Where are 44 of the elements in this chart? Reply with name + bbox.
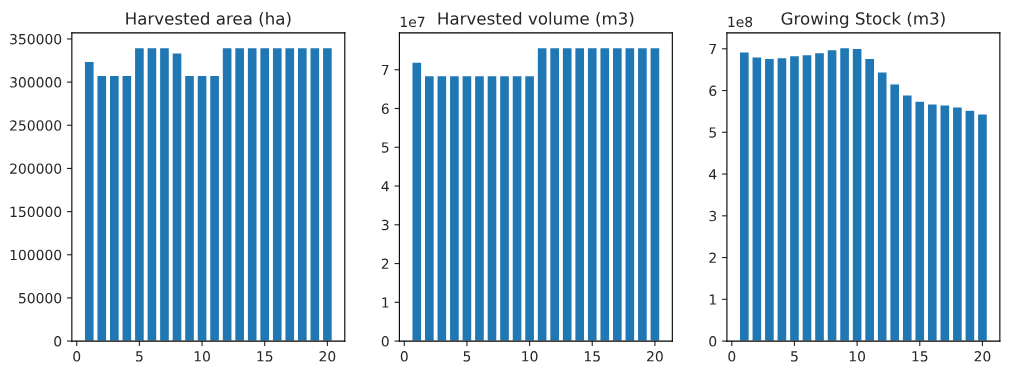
x-tick-label: 20 — [647, 351, 663, 362]
y-tick-label: 6 — [381, 103, 389, 114]
x-tick-label: 5 — [136, 351, 143, 362]
y-tick-label: 3 — [381, 219, 389, 231]
y-tick-label: 0 — [709, 336, 717, 347]
x-tick-label: 0 — [400, 351, 408, 362]
y-tick-label: 250000 — [10, 120, 62, 131]
y-tick-label: 6 — [709, 85, 717, 97]
text: 1e7 — [400, 16, 425, 28]
x-tick-label: 0 — [73, 351, 81, 362]
y-tick-label: 100000 — [10, 249, 62, 261]
y-tick-label: 1 — [382, 297, 389, 308]
x-tick-label: 20 — [319, 351, 336, 362]
y-tick-label: 300000 — [10, 77, 62, 88]
y-tick-label: 150000 — [10, 206, 62, 218]
y-tick-label: 3 — [709, 210, 717, 222]
y-tick-label: 4 — [381, 181, 389, 192]
y-tick-label: 7 — [381, 64, 389, 76]
text: 1e8 — [728, 16, 753, 28]
y-tick-label: 7 — [709, 43, 716, 55]
y-tick-label: 200000 — [10, 163, 62, 174]
y-tick-label: 2 — [709, 252, 716, 263]
x-tick-label: 20 — [974, 351, 991, 362]
y-tick-label: 4 — [709, 169, 717, 180]
x-tick-label: 10 — [194, 351, 210, 362]
x-tick-label: 10 — [849, 351, 866, 362]
chart-title: Harvested area (ha) — [126, 11, 291, 27]
y-tick-label: 5 — [709, 127, 716, 138]
x-tick-label: 15 — [584, 351, 600, 362]
y-tick-label: 0 — [381, 336, 389, 347]
y-tick-label: 2 — [381, 258, 389, 269]
x-tick-label: 5 — [463, 351, 471, 362]
chart-title: Harvested volume (m3) — [438, 11, 634, 27]
y-tick-label: 50000 — [19, 292, 62, 304]
y-tick-label: 1 — [709, 294, 716, 305]
y-tick-label: 0 — [54, 336, 62, 347]
y-tick-label: 5 — [381, 142, 389, 153]
x-tick-label: 15 — [912, 351, 928, 362]
y-tick-label: 350000 — [10, 33, 62, 45]
chart-title: Growing Stock (m3) — [781, 11, 945, 29]
x-tick-label: 0 — [728, 351, 736, 362]
x-tick-label: 15 — [257, 351, 273, 362]
x-tick-label: 10 — [522, 351, 538, 362]
x-tick-label: 5 — [791, 351, 798, 362]
